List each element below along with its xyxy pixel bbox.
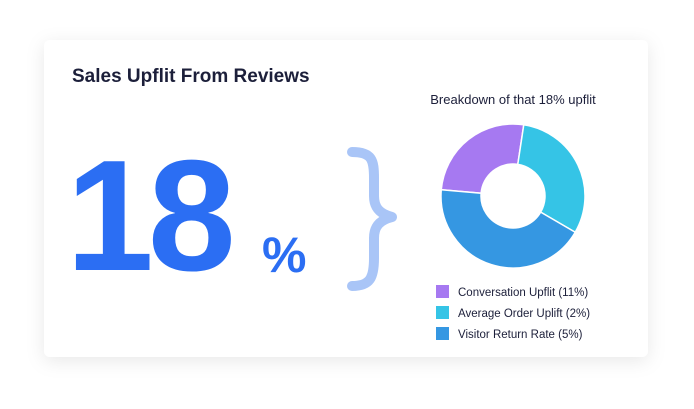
card (44, 40, 648, 357)
big-unit: % (262, 227, 306, 283)
donut-slice (440, 188, 577, 269)
legend-swatch (436, 306, 449, 319)
legend-swatch (436, 327, 449, 340)
legend: Conversation Upflit (11%) Average Order U… (436, 285, 590, 341)
card-title: Sales Upflit From Reviews (72, 66, 310, 87)
legend-label: Average Order Uplift (2%) (458, 308, 590, 320)
donut-slice (516, 123, 586, 234)
legend-label: Conversation Upflit (11%) (458, 287, 588, 299)
brace (347, 147, 397, 291)
donut-slice (440, 123, 525, 195)
chart-title: Breakdown of that 18% upflit (430, 92, 596, 107)
big-number: 18 (66, 128, 232, 304)
donut (440, 123, 586, 269)
legend-swatch (436, 285, 449, 298)
legend-label: Visitor Return Rate (5%) (458, 329, 583, 341)
